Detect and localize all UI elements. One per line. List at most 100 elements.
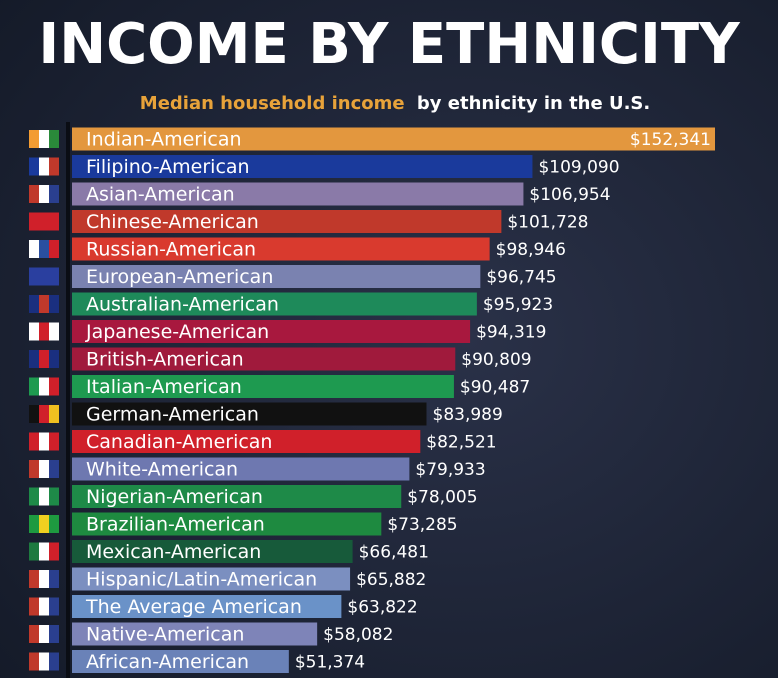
bar: [72, 375, 454, 398]
value-label: $66,481: [359, 543, 429, 563]
flag-stripe: [49, 295, 59, 313]
category-label: Australian-American: [86, 294, 279, 316]
bar: [72, 485, 402, 508]
flag-stripe: [49, 597, 59, 616]
flag-stripe: [29, 652, 39, 671]
value-label: $109,090: [538, 158, 619, 178]
value-label: $95,923: [483, 295, 553, 315]
flag-stripe: [39, 240, 49, 258]
category-label: Asian-American: [86, 184, 235, 206]
flag-stripe: [39, 405, 49, 423]
flag-stripe: [29, 295, 39, 313]
chart-subtitle: Median household income by ethnicity in …: [140, 93, 650, 114]
flag-stripe: [29, 157, 39, 176]
bar: [72, 402, 427, 426]
flag-stripe: [39, 432, 49, 451]
flag-stripe: [29, 322, 39, 341]
category-label: Indian-American: [86, 129, 242, 151]
flag-stripe: [49, 460, 59, 478]
subtitle-rest: by ethnicity in the U.S.: [417, 93, 650, 114]
bar: [72, 512, 382, 536]
category-label: Russian-American: [86, 239, 256, 261]
flag-stripe: [49, 570, 59, 588]
flag-stripe: [39, 652, 49, 671]
value-label: $106,954: [529, 185, 610, 205]
category-label: Hispanic/Latin-American: [86, 569, 317, 591]
flag-stripe: [39, 515, 49, 533]
flag-stripe: [39, 625, 49, 643]
category-label: Nigerian-American: [86, 486, 263, 508]
flag-stripe: [49, 432, 59, 451]
flag-stripe: [29, 267, 39, 286]
value-label: $152,341: [630, 130, 711, 150]
flag-stripe: [49, 267, 59, 286]
category-label: Filipino-American: [86, 156, 250, 178]
bar: [72, 595, 342, 618]
flag-stripe: [29, 350, 39, 368]
subtitle-highlight: Median household income: [140, 93, 405, 114]
flag-stripe: [39, 267, 49, 286]
value-label: $98,946: [496, 240, 566, 260]
flag-stripe: [29, 130, 39, 148]
value-label: $78,005: [407, 488, 477, 508]
flag-stripe: [29, 185, 39, 203]
flag-stripe: [29, 240, 39, 258]
flag-stripe: [39, 570, 49, 588]
bar: [72, 292, 477, 316]
bar: [72, 320, 471, 343]
flag-stripe: [49, 405, 59, 423]
bar: [72, 265, 481, 288]
flag-stripe: [29, 432, 39, 451]
flag-stripe: [39, 185, 49, 203]
flag-stripe: [39, 322, 49, 341]
flag-stripe: [49, 350, 59, 368]
value-label: $83,989: [433, 405, 503, 425]
value-label: $101,728: [507, 213, 588, 233]
flag-stripe: [49, 240, 59, 258]
flag-stripe: [29, 597, 39, 616]
value-label: $90,487: [460, 378, 530, 398]
flag-stripe: [39, 212, 49, 231]
category-label: White-American: [86, 459, 238, 481]
flag-stripe: [39, 597, 49, 616]
bar: [72, 622, 318, 646]
flag-stripe: [39, 130, 49, 148]
flag-stripe: [29, 460, 39, 478]
bar: [72, 182, 524, 206]
flag-stripe: [29, 625, 39, 643]
flag-stripe: [29, 405, 39, 423]
flag-stripe: [49, 487, 59, 506]
value-label: $96,745: [486, 268, 556, 288]
category-label: African-American: [86, 651, 249, 673]
category-label: Native-American: [86, 624, 244, 646]
value-label: $90,809: [461, 350, 531, 370]
category-label: Brazilian-American: [86, 514, 265, 536]
value-label: $58,082: [323, 625, 393, 645]
flag-stripe: [49, 625, 59, 643]
category-label: Italian-American: [86, 376, 242, 398]
value-label: $79,933: [415, 460, 485, 480]
bar: [72, 457, 410, 481]
flag-stripe: [39, 377, 49, 396]
value-label: $65,882: [356, 570, 426, 590]
bar: [72, 237, 490, 261]
value-label: $82,521: [426, 433, 496, 453]
flag-stripe: [49, 515, 59, 533]
flag-stripe: [49, 157, 59, 176]
bar: [72, 155, 533, 178]
flag-stripe: [29, 570, 39, 588]
value-label: $73,285: [387, 515, 457, 535]
flag-stripe: [49, 652, 59, 671]
bar: [72, 567, 351, 591]
flag-stripe: [49, 130, 59, 148]
bar: [72, 210, 502, 233]
bar: [72, 540, 353, 563]
flag-stripe: [39, 295, 49, 313]
flag-stripe: [49, 377, 59, 396]
category-label: Japanese-American: [85, 321, 269, 343]
flag-stripe: [39, 487, 49, 506]
category-label: Canadian-American: [86, 431, 272, 453]
flag-stripe: [29, 377, 39, 396]
